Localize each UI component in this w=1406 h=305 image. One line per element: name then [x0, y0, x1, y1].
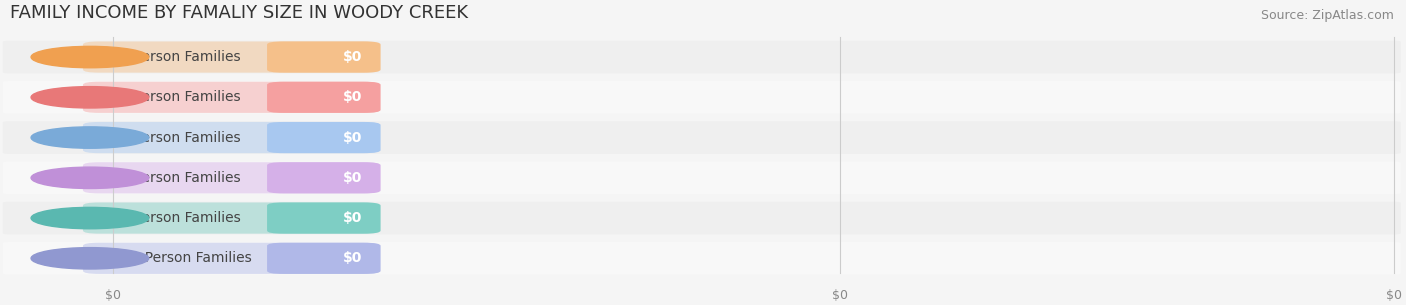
Text: Source: ZipAtlas.com: Source: ZipAtlas.com — [1261, 9, 1393, 22]
Text: 7+ Person Families: 7+ Person Families — [121, 251, 252, 265]
Text: $0: $0 — [343, 211, 363, 225]
FancyBboxPatch shape — [83, 203, 380, 234]
Circle shape — [31, 248, 149, 269]
FancyBboxPatch shape — [3, 81, 1400, 114]
Text: $0: $0 — [105, 289, 121, 302]
Text: $0: $0 — [832, 289, 848, 302]
FancyBboxPatch shape — [267, 162, 381, 193]
Text: FAMILY INCOME BY FAMALIY SIZE IN WOODY CREEK: FAMILY INCOME BY FAMALIY SIZE IN WOODY C… — [10, 4, 468, 22]
FancyBboxPatch shape — [267, 203, 381, 234]
Text: $0: $0 — [343, 90, 363, 104]
FancyBboxPatch shape — [83, 82, 380, 113]
FancyBboxPatch shape — [83, 41, 380, 73]
FancyBboxPatch shape — [3, 41, 1400, 74]
FancyBboxPatch shape — [267, 82, 381, 113]
Text: $0: $0 — [343, 50, 363, 64]
Text: 3-Person Families: 3-Person Families — [121, 90, 240, 104]
Text: $0: $0 — [343, 171, 363, 185]
FancyBboxPatch shape — [83, 122, 380, 153]
Circle shape — [31, 127, 149, 148]
Circle shape — [31, 87, 149, 108]
FancyBboxPatch shape — [83, 243, 380, 274]
FancyBboxPatch shape — [267, 122, 381, 153]
Circle shape — [31, 207, 149, 229]
Text: $0: $0 — [343, 131, 363, 145]
FancyBboxPatch shape — [3, 242, 1400, 275]
FancyBboxPatch shape — [3, 121, 1400, 154]
Text: $0: $0 — [1386, 289, 1402, 302]
Text: 4-Person Families: 4-Person Families — [121, 131, 240, 145]
FancyBboxPatch shape — [83, 162, 380, 193]
FancyBboxPatch shape — [267, 41, 381, 73]
Text: $0: $0 — [343, 251, 363, 265]
Text: 6-Person Families: 6-Person Families — [121, 211, 240, 225]
FancyBboxPatch shape — [267, 243, 381, 274]
FancyBboxPatch shape — [3, 202, 1400, 235]
Circle shape — [31, 167, 149, 188]
Text: 5-Person Families: 5-Person Families — [121, 171, 240, 185]
FancyBboxPatch shape — [3, 161, 1400, 194]
Text: 2-Person Families: 2-Person Families — [121, 50, 240, 64]
Circle shape — [31, 46, 149, 68]
